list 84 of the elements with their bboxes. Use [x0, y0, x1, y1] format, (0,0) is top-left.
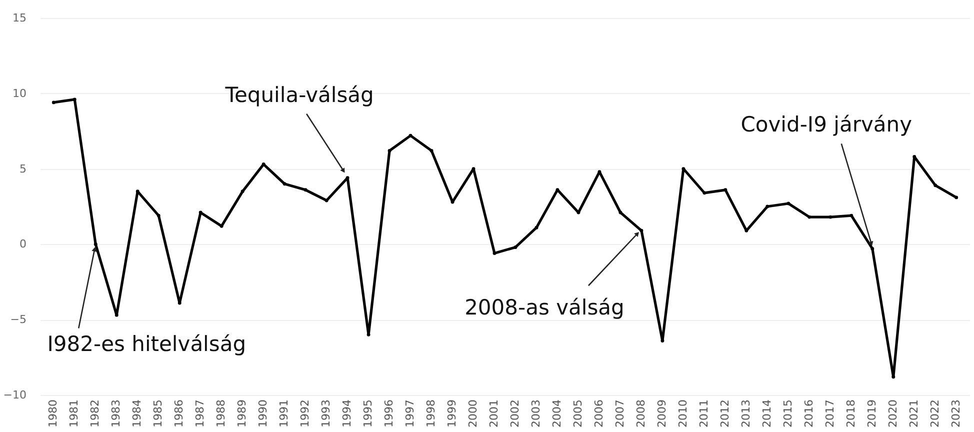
x-tick-label: 1999 — [446, 400, 459, 428]
x-tick-label: 2019 — [865, 400, 878, 428]
point — [492, 252, 496, 255]
x-tick-label: 1983 — [110, 400, 123, 428]
point — [534, 226, 538, 230]
x-tick-label: 1982 — [88, 400, 102, 428]
x-tick-label: 1991 — [278, 400, 291, 428]
x-tick-label: 2002 — [508, 400, 522, 428]
x-tick-label: 2003 — [529, 400, 542, 428]
x-tick-label: 2007 — [613, 400, 626, 428]
point — [324, 198, 328, 202]
point — [786, 202, 790, 206]
point — [514, 245, 518, 249]
point — [724, 188, 728, 192]
x-tick-label: 1992 — [298, 400, 312, 428]
x-tick-label: 1989 — [236, 400, 249, 428]
point — [618, 210, 622, 214]
x-tick-label: 1988 — [214, 400, 228, 428]
point — [136, 190, 140, 194]
x-tick-label: 2009 — [655, 400, 668, 428]
annotation: I982-es hitelválság — [47, 332, 246, 356]
point — [388, 148, 392, 152]
x-tick-label: 2008 — [634, 400, 648, 428]
annotation: 2008-as válság — [464, 296, 624, 320]
point — [220, 224, 224, 228]
x-tick-label: 1998 — [424, 400, 438, 428]
point — [870, 246, 874, 250]
x-tick-label: 1980 — [46, 400, 60, 428]
y-tick-label: −5 — [10, 313, 26, 326]
y-tick-label: 15 — [12, 12, 26, 24]
point — [828, 215, 832, 219]
point — [156, 214, 160, 218]
x-tick-label: 1986 — [172, 400, 186, 428]
x-tick-label: 2021 — [907, 400, 920, 428]
x-tick-label: 1984 — [130, 400, 144, 428]
y-tick-label: 0 — [20, 238, 26, 251]
x-tick-label: 2020 — [886, 400, 900, 428]
point — [430, 148, 434, 152]
x-tick-label: 2010 — [676, 400, 690, 428]
point — [850, 214, 854, 218]
x-tick-label: 2018 — [844, 400, 858, 428]
x-tick-label: 2017 — [823, 400, 836, 428]
point — [766, 204, 770, 208]
annotation: Tequila-válság — [224, 82, 374, 107]
point — [892, 375, 896, 379]
y-tick-label: 5 — [20, 162, 26, 176]
x-tick-label: 1997 — [404, 400, 417, 428]
x-tick-label: 2023 — [949, 400, 962, 428]
x-tick-label: 2013 — [739, 400, 752, 428]
point — [934, 184, 938, 188]
x-tick-label: 2005 — [571, 400, 584, 428]
point — [408, 134, 412, 138]
x-tick-label: 2015 — [781, 400, 794, 428]
x-tick-label: 1990 — [256, 400, 270, 428]
x-tick-label: 2014 — [760, 400, 774, 428]
point — [304, 188, 308, 192]
x-tick-label: 1994 — [340, 400, 354, 428]
y-tick-label: −10 — [3, 388, 26, 402]
point — [808, 215, 812, 219]
x-tick-label: 2011 — [697, 400, 710, 428]
x-tick-label: 1993 — [320, 400, 333, 428]
point — [640, 228, 644, 232]
x-tick-label: 2016 — [802, 400, 816, 428]
point — [282, 182, 286, 186]
point — [954, 196, 958, 200]
x-tick-label: 2004 — [550, 400, 564, 428]
x-tick-label: 1996 — [382, 400, 396, 428]
point — [912, 155, 916, 158]
point — [660, 338, 664, 342]
point — [94, 242, 98, 246]
point — [52, 100, 56, 104]
x-tick-label: 1995 — [362, 400, 375, 428]
point — [702, 191, 706, 195]
x-tick-label: 2001 — [488, 400, 501, 428]
x-tick-label: 1985 — [152, 400, 165, 428]
point — [240, 190, 244, 194]
x-tick-label: 2000 — [466, 400, 480, 428]
x-tick-label: 1987 — [194, 400, 207, 428]
x-tick-label: 2022 — [928, 400, 942, 428]
y-tick-label: 10 — [12, 86, 26, 100]
x-tick-label: 1981 — [68, 400, 81, 428]
annotation: Covid-I9 járvány — [740, 112, 912, 137]
x-tick-label: 2012 — [718, 400, 732, 428]
x-tick-label: 2006 — [592, 400, 606, 428]
